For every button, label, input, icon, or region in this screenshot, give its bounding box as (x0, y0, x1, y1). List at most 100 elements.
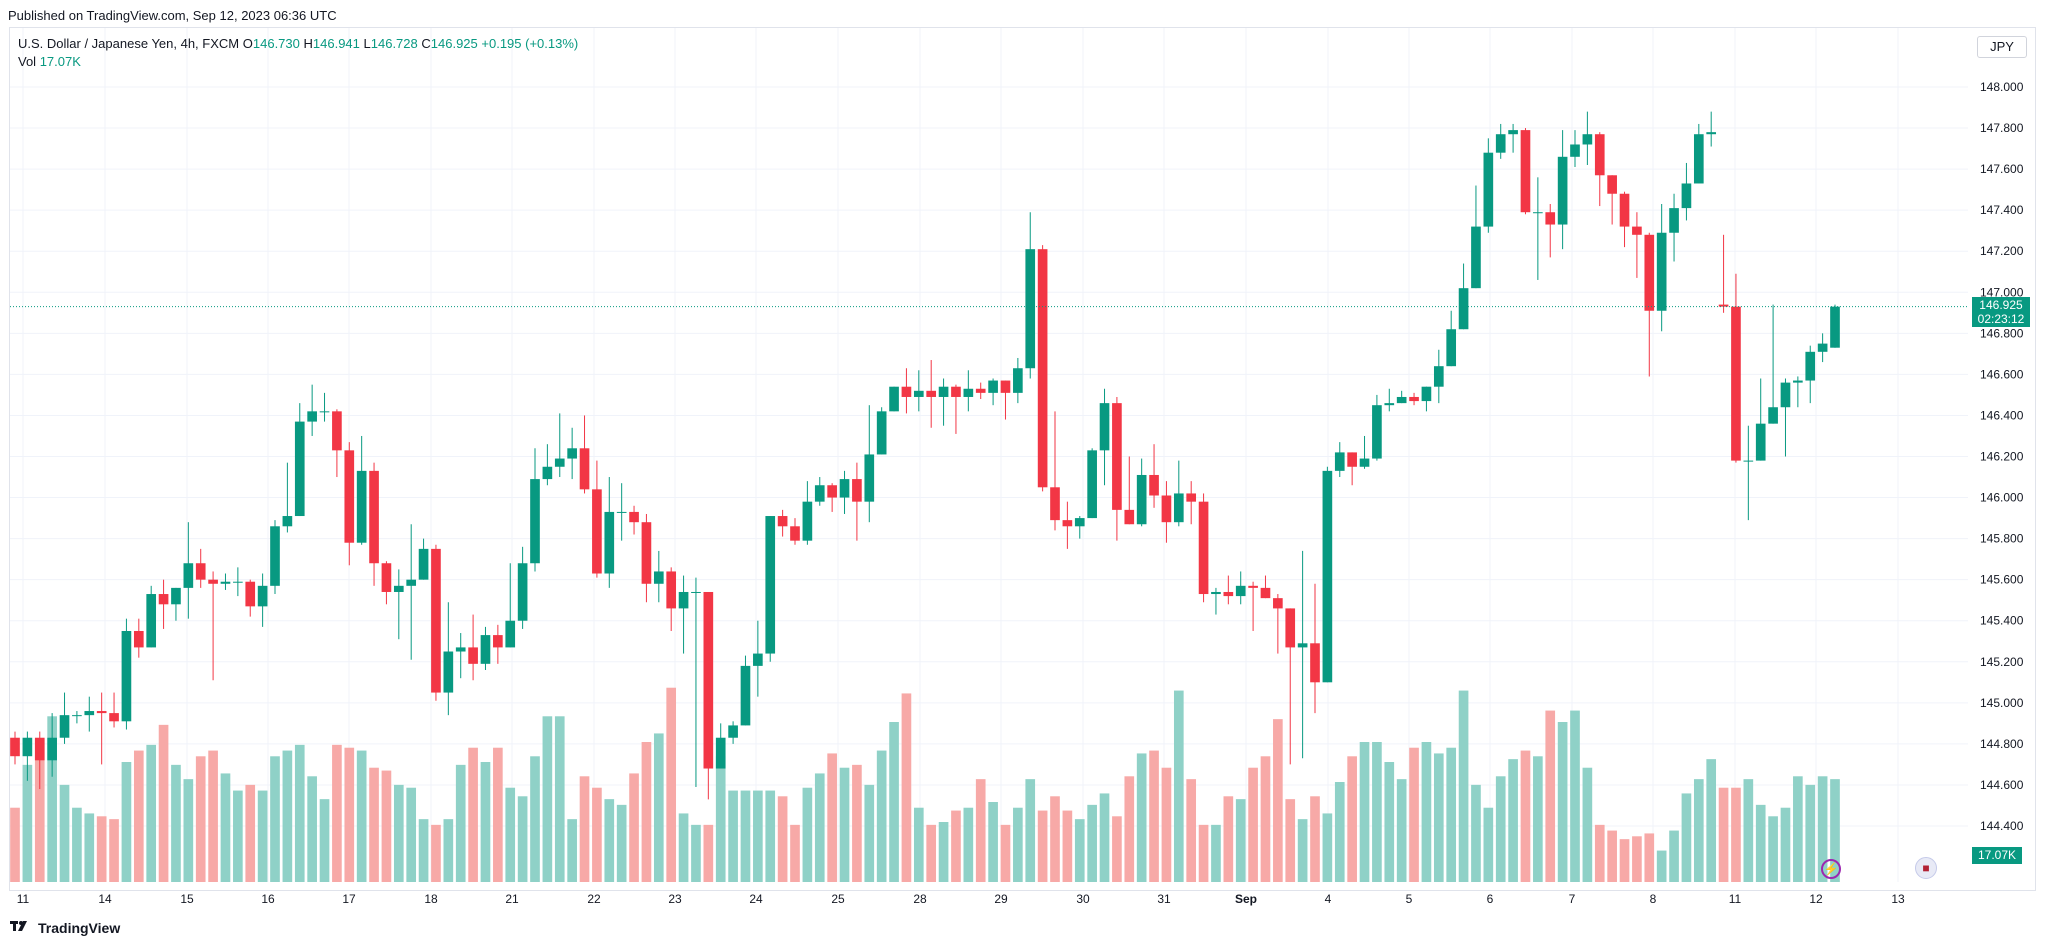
candle-body (1223, 591, 1234, 597)
price-tick-label: 147.400 (1980, 203, 2024, 217)
change-value: +0.195 (+0.13%) (481, 36, 579, 51)
time-tick-label: 31 (1157, 892, 1171, 906)
volume-bar (1607, 830, 1617, 882)
time-tick-label: 23 (668, 892, 682, 906)
volume-bar (1099, 793, 1110, 882)
volume-bar (864, 784, 875, 882)
candle-body (1508, 130, 1518, 135)
candle-body (1273, 598, 1283, 609)
candle-body (975, 388, 986, 393)
time-axis: 11 14 15 16 17 18 21 22 23 24 25 28 29 30 31 Sep 4 5 6 7 8 11… (17, 892, 1905, 906)
candle-body (158, 594, 169, 605)
candle-body (876, 411, 887, 455)
time-tick-label: 17 (342, 892, 356, 906)
candle-body (480, 635, 491, 664)
candle-body (406, 579, 417, 586)
candle-body (10, 737, 20, 757)
candle-body (629, 511, 639, 523)
price-tick-label: 147.600 (1980, 162, 2024, 176)
candle-body (1533, 212, 1543, 214)
volume-bar (1780, 807, 1791, 882)
time-tick-label: 30 (1076, 892, 1090, 906)
candle-body (1384, 403, 1395, 406)
volume-bar (629, 773, 639, 882)
candle-body (294, 421, 305, 517)
candle-body (1471, 226, 1481, 289)
volume-bar (257, 790, 268, 882)
candle-body (1446, 329, 1457, 367)
time-tick-label: 16 (261, 892, 275, 906)
volume-bar (951, 810, 961, 882)
volume-bar (59, 784, 70, 882)
candle-body (951, 386, 961, 397)
candle-body (530, 479, 540, 564)
volume-bar (220, 773, 231, 882)
volume-bar (1359, 742, 1370, 882)
volume-bar (1260, 756, 1271, 882)
price-tick-label: 145.000 (1980, 696, 2024, 710)
volume-bar (294, 744, 305, 882)
candle-body (666, 571, 677, 609)
candle-body (827, 485, 837, 498)
candle-body (1755, 423, 1766, 461)
volume-bar (1669, 830, 1679, 882)
symbol-name[interactable]: U.S. Dollar / Japanese Yen, 4h, FXCM (18, 36, 240, 51)
candle-body (1260, 587, 1271, 599)
candle-body (839, 479, 850, 498)
candle-body (790, 526, 800, 541)
time-tick-label: 11 (17, 892, 30, 906)
volume-bar (1458, 690, 1469, 882)
candle-body (938, 386, 949, 397)
volume-bar (1372, 742, 1382, 882)
time-tick-label: 24 (749, 892, 763, 906)
candle-body (282, 516, 293, 527)
volume-bar (381, 770, 392, 882)
candle-body (740, 665, 751, 726)
candle-body (864, 454, 875, 502)
time-tick-label: 22 (587, 892, 601, 906)
candle-body (146, 594, 157, 648)
candle-body (777, 516, 788, 527)
candle-body (356, 470, 367, 543)
volume-bar (505, 787, 516, 882)
candle-body (1495, 134, 1506, 153)
price-tick-label: 145.600 (1980, 573, 2024, 587)
candle-body (418, 548, 429, 580)
volume-bar (133, 750, 144, 882)
volume-bar (790, 824, 800, 882)
candle-body (1582, 134, 1593, 145)
candle-body (1607, 175, 1617, 194)
currency-button[interactable]: JPY (1977, 36, 2027, 58)
candle-body (1025, 249, 1036, 369)
volume-bar (1706, 759, 1717, 882)
volume-bar (1223, 796, 1234, 882)
volume-bar (678, 813, 689, 882)
volume-bar (901, 693, 912, 882)
last-price-value: 146.925 (1979, 298, 2023, 312)
candle-body (1830, 306, 1840, 348)
footer-brand[interactable]: TradingView (38, 920, 121, 936)
us-flag-icon[interactable]: ■ (1915, 857, 1937, 879)
volume-bar (579, 776, 590, 882)
candle-body (1248, 585, 1258, 588)
candle-body (245, 581, 256, 607)
volume-bar (195, 756, 206, 882)
volume-bar (406, 787, 417, 882)
volume-bar (988, 802, 998, 882)
time-tick-label: 11 (1729, 892, 1742, 906)
candle-body (1161, 495, 1172, 523)
volume-bar (530, 756, 540, 882)
bolt-icon[interactable]: ⚡ (1821, 859, 1841, 879)
volume-bar (765, 790, 776, 882)
volume-bar (1755, 804, 1766, 882)
price-tick-label: 146.200 (1980, 450, 2024, 464)
candle-body (1656, 232, 1667, 311)
volume-bar (1594, 824, 1605, 882)
volume-bar (1731, 787, 1741, 882)
candle-body (889, 386, 899, 412)
volume-bar (1632, 836, 1642, 882)
candle-body (1087, 450, 1097, 519)
volume-bar (1409, 747, 1419, 882)
volume-bar (827, 753, 837, 882)
